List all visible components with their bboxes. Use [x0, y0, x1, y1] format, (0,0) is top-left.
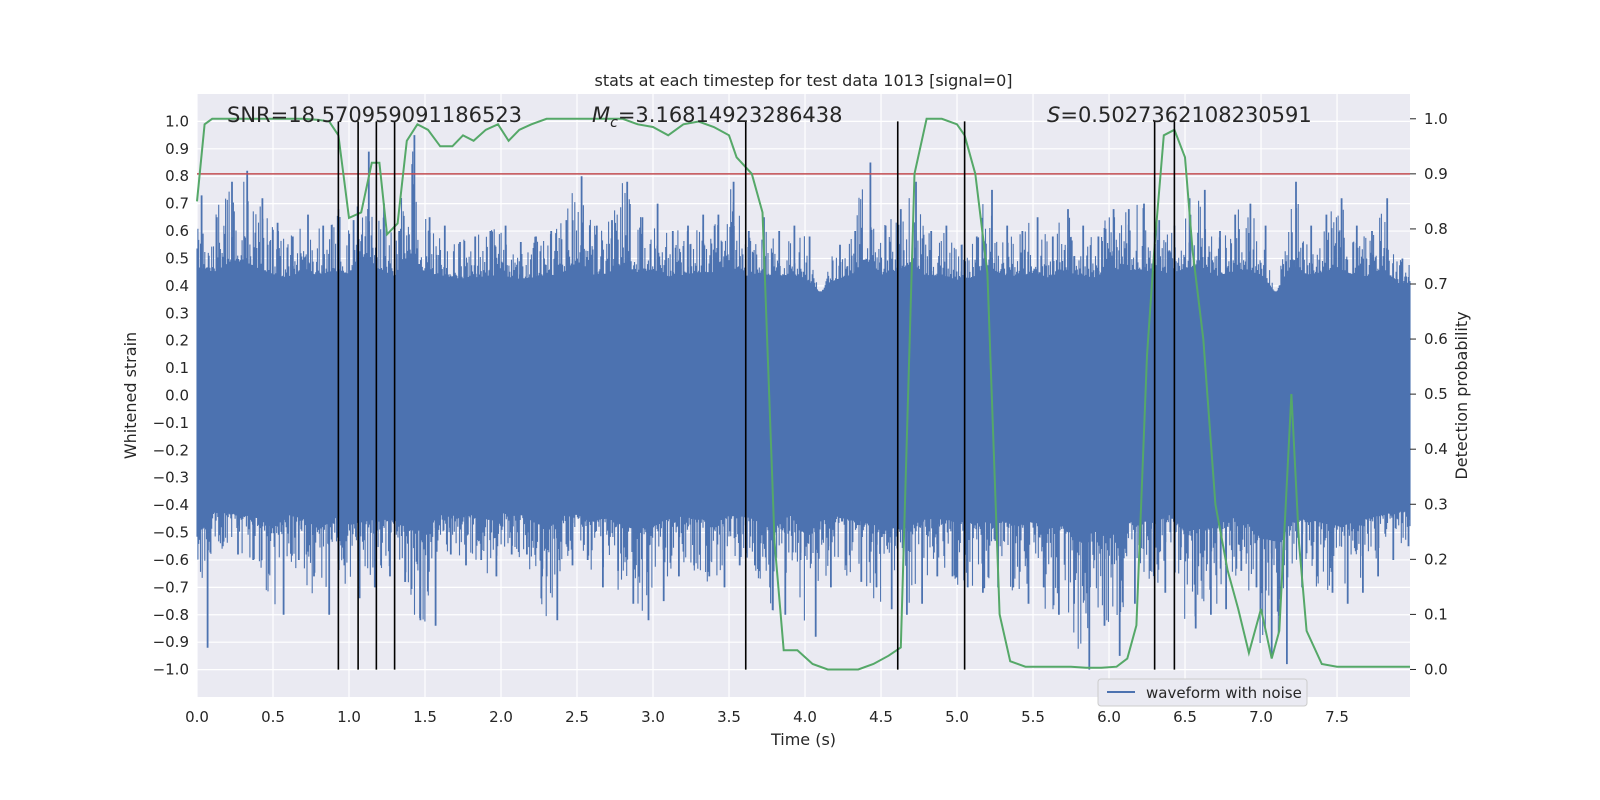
y-tick-label: −0.8: [153, 606, 189, 624]
snr-annotation: SNR=18.570959091186523: [227, 103, 522, 127]
x-tick-label: 0.0: [185, 708, 209, 726]
y-tick-label: −0.7: [153, 578, 189, 596]
y-tick-label: −1.0: [153, 661, 189, 679]
y-axis-ticks: −1.0 −0.9 −0.8 −0.7 −0.6 −0.5 −0.4 −0.3 −0.2 −0.1…: [153, 112, 189, 678]
y-tick-label: 0.5: [165, 249, 189, 267]
detection-probability-series: [196, 117, 1410, 671]
x-tick-label: 6.5: [1173, 708, 1197, 726]
y2-axis-label: Detection probability: [1452, 311, 1471, 479]
x-tick-label: 7.0: [1249, 708, 1273, 726]
y-tick-label: 0.7: [165, 195, 189, 213]
y-tick-label: 0.8: [165, 167, 189, 185]
legend: waveform with noise: [1097, 678, 1308, 707]
x-tick-label: 4.0: [793, 708, 817, 726]
y2-tick-label: 0.1: [1424, 605, 1448, 623]
x-tick-label: 5.0: [945, 708, 969, 726]
chart-title: stats at each timestep for test data 101…: [594, 71, 1012, 90]
y-tick-label: 0.2: [165, 332, 189, 350]
y-tick-label: −0.5: [153, 524, 189, 542]
detection-probability-line: [196, 117, 1410, 671]
y-tick-label: −0.1: [153, 414, 189, 432]
y2-tick-label: 0.6: [1424, 330, 1448, 348]
legend-box: [1097, 678, 1308, 707]
y2-tick-label: 0.8: [1424, 220, 1448, 238]
y2-tick-label: 0.0: [1424, 660, 1448, 678]
x-tick-label: 0.5: [261, 708, 285, 726]
chirp-mass-annotation: Mc=3.16814923286438: [592, 103, 843, 131]
mc-symbol: M: [592, 103, 610, 127]
y-tick-label: 0.6: [165, 222, 189, 240]
y2-tick-label: 0.7: [1424, 275, 1448, 293]
y-tick-label: −0.9: [153, 633, 189, 651]
waveform-peaks: [200, 135, 1410, 670]
y-tick-label: −0.3: [153, 469, 189, 487]
y-tick-label: −0.2: [153, 441, 189, 459]
y-tick-label: −0.6: [153, 551, 189, 569]
s-statistic-annotation: S=0.5027362108230591: [1047, 103, 1312, 127]
y2-tick-label: 0.5: [1424, 385, 1448, 403]
x-tick-label: 2.5: [565, 708, 589, 726]
y-tick-label: 0.0: [165, 387, 189, 405]
y2-axis-ticks: 0.0 0.1 0.2 0.3 0.4 0.5 0.6 0.7 0.8 0.9 1.0: [1410, 110, 1448, 678]
s-symbol: S: [1047, 103, 1060, 127]
y-tick-label: −0.4: [153, 496, 189, 514]
mc-value: =3.16814923286438: [618, 103, 843, 127]
x-tick-label: 1.0: [337, 708, 361, 726]
y-axis-label: Whitened strain: [121, 332, 140, 459]
y-tick-label: 0.1: [165, 359, 189, 377]
s-value: =0.5027362108230591: [1060, 103, 1311, 127]
x-tick-label: 7.5: [1325, 708, 1349, 726]
x-tick-label: 3.5: [717, 708, 741, 726]
waveform-line: [196, 151, 1411, 649]
x-tick-label: 2.0: [489, 708, 513, 726]
y-tick-label: 0.3: [165, 304, 189, 322]
y-tick-label: 0.9: [165, 140, 189, 158]
mc-subscript: c: [610, 115, 618, 131]
x-axis-ticks: 0.0 0.5 1.0 1.5 2.0 2.5 3.0 3.5 4.0 4.5 5.0 5.5 6.0 6…: [185, 708, 1349, 726]
x-tick-label: 5.5: [1021, 708, 1045, 726]
y-tick-label: 1.0: [165, 112, 189, 130]
x-tick-label: 3.0: [641, 708, 665, 726]
x-axis-label: Time (s): [770, 730, 836, 749]
y2-tick-label: 0.4: [1424, 440, 1448, 458]
y2-tick-label: 0.9: [1424, 165, 1448, 183]
x-tick-label: 6.0: [1097, 708, 1121, 726]
y2-tick-label: 1.0: [1424, 110, 1448, 128]
x-tick-label: 4.5: [869, 708, 893, 726]
legend-entry-waveform-with-noise: waveform with noise: [1146, 684, 1302, 702]
y2-tick-label: 0.3: [1424, 495, 1448, 513]
y-tick-label: 0.4: [165, 277, 189, 295]
event-vertical-lines: [337, 121, 1176, 670]
y2-tick-label: 0.2: [1424, 550, 1448, 568]
x-tick-label: 1.5: [413, 708, 437, 726]
